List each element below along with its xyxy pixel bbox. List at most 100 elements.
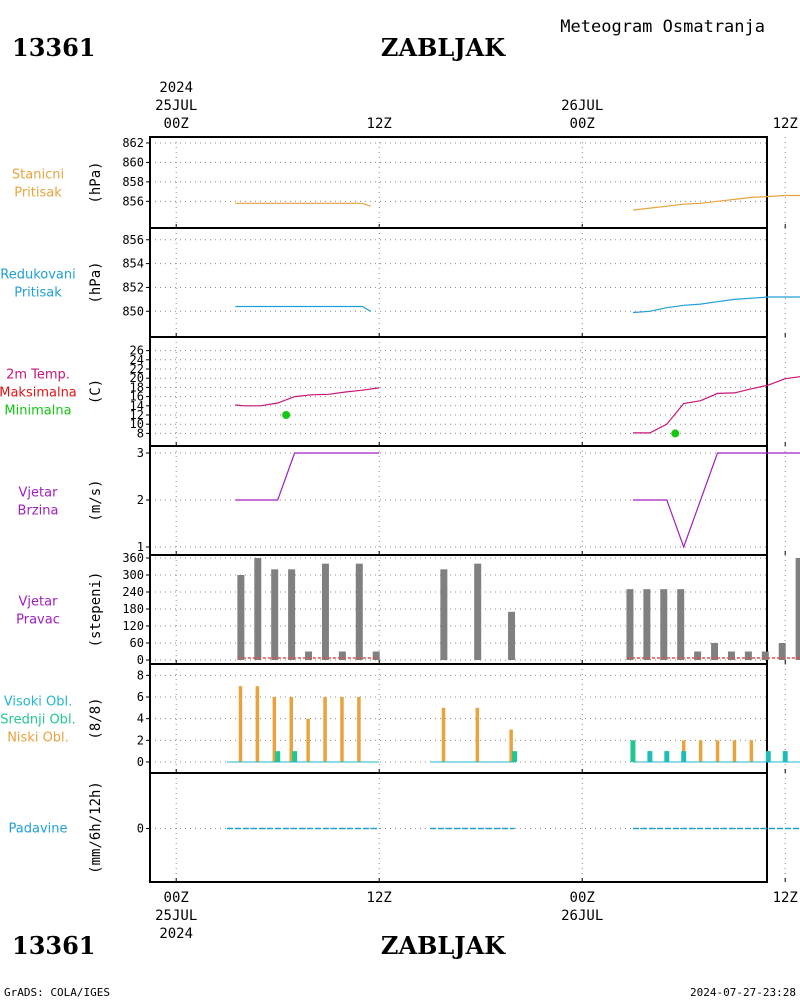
- year-label: 2024: [159, 926, 193, 942]
- y-tick-label: 8: [137, 668, 144, 682]
- direction-bar: [271, 569, 279, 660]
- y-tick-label: 60: [130, 636, 144, 650]
- series-line: [235, 305, 371, 312]
- series-line: [235, 452, 380, 501]
- series-line: [235, 387, 380, 407]
- panel-stanicni: 856 858 860 862 (hPa) Stanicni Pritisak: [12, 136, 800, 229]
- direction-bar: [761, 651, 769, 660]
- cloud-bar: [255, 686, 260, 762]
- y-tick-label: 856: [122, 233, 144, 247]
- y-tick-label: 850: [122, 304, 144, 318]
- direction-bar: [744, 651, 752, 660]
- direction-bar: [778, 643, 786, 660]
- direction-bar: [254, 558, 262, 660]
- panel-padavine: 0 (mm/6h/12h) Padavine: [9, 772, 800, 883]
- cloud-bar: [512, 751, 518, 762]
- y-tick-label: 2: [137, 493, 144, 507]
- y-tick-label: 18: [130, 380, 144, 394]
- cloud-bar: [509, 729, 513, 762]
- y-tick-label: 26: [130, 344, 144, 358]
- y-tick-label: 6: [137, 690, 144, 704]
- min-temp-marker: [671, 429, 680, 438]
- panel-frame: [149, 772, 768, 883]
- direction-bar: [660, 589, 668, 660]
- panel-vjetar_pravac: 0 60 120 180 240 300 360 (stepeni) Vjetar Pravac: [16, 551, 800, 667]
- cloud-bar: [292, 751, 298, 762]
- y-axis-label: (C): [88, 379, 104, 404]
- panel-label: Srednji Obl.: [0, 713, 75, 728]
- direction-bar: [474, 563, 482, 660]
- direction-bar: [508, 611, 516, 660]
- min-temp-marker: [282, 411, 291, 419]
- cloud-bar: [715, 740, 720, 762]
- direction-bar: [372, 651, 380, 660]
- panel-frame: [149, 663, 768, 774]
- y-tick-label: 8: [137, 426, 144, 440]
- y-tick-label: 24: [130, 353, 144, 367]
- direction-bar: [305, 651, 313, 660]
- cloud-bar: [732, 740, 737, 762]
- direction-bar: [643, 589, 651, 660]
- cloud-bar: [275, 751, 281, 762]
- y-tick-label: 856: [122, 194, 144, 208]
- time-tick-label: 12Z: [773, 116, 798, 132]
- panel-redukovani: 850 852 854 856 (hPa) Redukovani Pritisak: [0, 227, 800, 338]
- y-tick-label: 14: [130, 399, 144, 413]
- panel-vjetar_brzina: 1 2 3 (m/s) Vjetar Brzina: [18, 445, 800, 556]
- y-tick-label: 1: [137, 540, 144, 554]
- direction-bar: [237, 575, 245, 660]
- y-tick-label: 300: [122, 568, 144, 582]
- cloud-bar: [306, 718, 310, 762]
- footer-timestamp: 2024-07-27-23:28: [690, 986, 796, 999]
- series-line: [633, 376, 800, 434]
- direction-bar: [727, 651, 735, 660]
- time-tick-label: 12Z: [367, 890, 392, 906]
- cloud-bar: [238, 686, 243, 762]
- y-axis-label: (8/8): [88, 697, 104, 739]
- cloud-bar: [272, 697, 277, 762]
- y-tick-label: 854: [122, 257, 144, 271]
- series-line: [235, 202, 371, 207]
- y-tick-label: 360: [122, 551, 144, 565]
- y-tick-label: 22: [130, 362, 144, 376]
- y-tick-label: 862: [122, 136, 144, 150]
- series-line: [633, 452, 800, 549]
- cloud-bar: [340, 697, 344, 762]
- panel-label: Vjetar: [19, 595, 59, 610]
- cloud-bar: [648, 751, 652, 762]
- station-id-bottom: 13361: [12, 931, 96, 960]
- cloud-bar: [766, 751, 770, 762]
- y-tick-label: 16: [130, 390, 144, 404]
- panel-oblacnost: 0 2 4 6 8 (8/8) Visoki Obl. Srednji Obl. Niski O…: [0, 663, 800, 774]
- direction-bar: [440, 569, 448, 660]
- panel-label: Padavine: [9, 822, 68, 837]
- y-axis-label: (mm/6h/12h): [88, 781, 104, 874]
- station-name-top: ZABLJAK: [381, 33, 506, 62]
- panel-frame: [149, 136, 768, 229]
- cloud-bar: [630, 740, 636, 762]
- panel-frame: [149, 227, 768, 338]
- panel-label: Stanicni: [12, 168, 64, 183]
- footer-credit: GrADS: COLA/IGES: [4, 986, 110, 999]
- y-axis-label: (hPa): [88, 161, 104, 203]
- y-tick-label: 20: [130, 371, 144, 385]
- cloud-bar: [698, 740, 703, 762]
- y-tick-label: 3: [137, 446, 144, 460]
- time-tick-label: 12Z: [367, 116, 392, 132]
- time-axis-top: 00Z12Z00Z12Z00Z12Z25JUL26JUL27JUL2024: [155, 80, 798, 132]
- cloud-bar: [289, 697, 293, 762]
- cloud-bar: [681, 740, 686, 762]
- time-tick-label: 00Z: [570, 890, 595, 906]
- panel-label: Pritisak: [14, 286, 62, 301]
- cloud-bar: [475, 707, 480, 762]
- panel-label: Vjetar: [19, 486, 59, 501]
- y-tick-label: 0: [137, 653, 144, 667]
- panel-label: Niski Obl.: [7, 731, 69, 746]
- y-axis-label: (m/s): [88, 479, 104, 521]
- y-tick-label: 0: [137, 755, 144, 769]
- station-name-bottom: ZABLJAK: [381, 931, 506, 960]
- y-tick-label: 858: [122, 175, 144, 189]
- y-axis-label: (hPa): [88, 261, 104, 303]
- time-tick-label: 00Z: [570, 116, 595, 132]
